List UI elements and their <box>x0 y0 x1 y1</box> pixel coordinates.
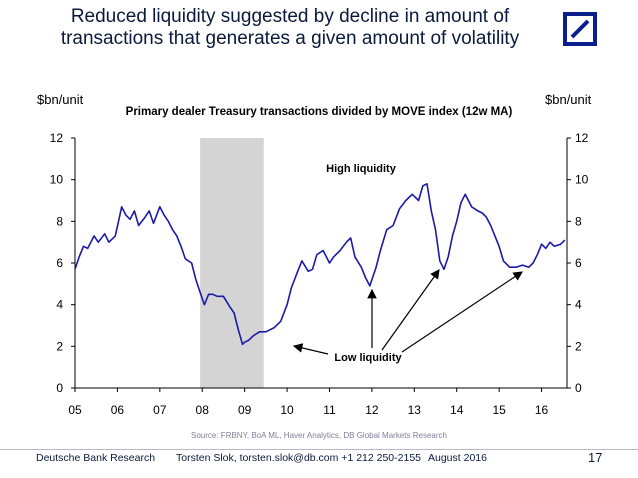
annotation-high-liquidity: High liquidity <box>326 163 397 175</box>
x-tick-label: 07 <box>153 403 167 417</box>
annotation-arrow <box>381 269 440 351</box>
x-tick-label: 08 <box>196 403 210 417</box>
annotation-arrow <box>292 343 329 355</box>
x-tick-label: 06 <box>111 403 125 417</box>
source-note: Source: FRBNY, BoA ML, Haver Analytics, … <box>191 431 447 440</box>
y-tick-label-left: 8 <box>56 214 63 228</box>
footer-author: Torsten Slok, torsten.slok@db.com +1 212… <box>176 452 422 464</box>
x-tick-label: 16 <box>535 403 549 417</box>
y-axis-unit-right: $bn/unit <box>545 92 592 107</box>
footer-divider <box>0 449 638 450</box>
x-tick-label: 15 <box>492 403 506 417</box>
y-tick-label-right: 6 <box>575 256 582 270</box>
slide-title-line-2: transactions that generates a given amou… <box>60 28 520 49</box>
x-tick-label: 10 <box>280 403 294 417</box>
x-tick-label: 13 <box>408 403 422 417</box>
y-tick-label-left: 4 <box>56 298 63 312</box>
y-tick-label-right: 0 <box>575 381 582 395</box>
y-tick-label-right: 10 <box>575 173 589 187</box>
footer-date: August 2016 <box>428 452 487 464</box>
x-tick-label: 05 <box>68 403 82 417</box>
annotation-low-liquidity: Low liquidity <box>334 352 402 364</box>
chart-title: Primary dealer Treasury transactions div… <box>125 106 513 118</box>
slide-title-line-1: Reduced liquidity suggested by decline i… <box>70 6 510 27</box>
deutsche-bank-logo-icon <box>563 12 597 46</box>
y-axis-unit-left: $bn/unit <box>37 92 84 107</box>
slide-title: Reduced liquidity suggested by decline i… <box>40 6 540 50</box>
y-tick-label-left: 10 <box>50 173 64 187</box>
x-tick-label: 09 <box>238 403 252 417</box>
y-tick-label-right: 12 <box>575 131 589 145</box>
series-line <box>74 183 566 346</box>
x-tick-label: 11 <box>323 403 336 417</box>
y-tick-label-left: 6 <box>56 256 63 270</box>
y-tick-label-left: 12 <box>50 131 64 145</box>
y-tick-label-right: 2 <box>575 339 582 353</box>
x-tick-label: 14 <box>450 403 464 417</box>
page-number: 17 <box>588 450 603 465</box>
y-tick-label-left: 2 <box>56 339 63 353</box>
footer-organization: Deutsche Bank Research <box>36 452 156 464</box>
y-tick-label-right: 8 <box>575 214 582 228</box>
y-tick-label-right: 4 <box>575 298 582 312</box>
annotation-arrow <box>401 271 523 353</box>
x-tick-label: 12 <box>365 403 379 417</box>
y-tick-label-left: 0 <box>56 381 63 395</box>
shaded-period <box>200 138 264 388</box>
